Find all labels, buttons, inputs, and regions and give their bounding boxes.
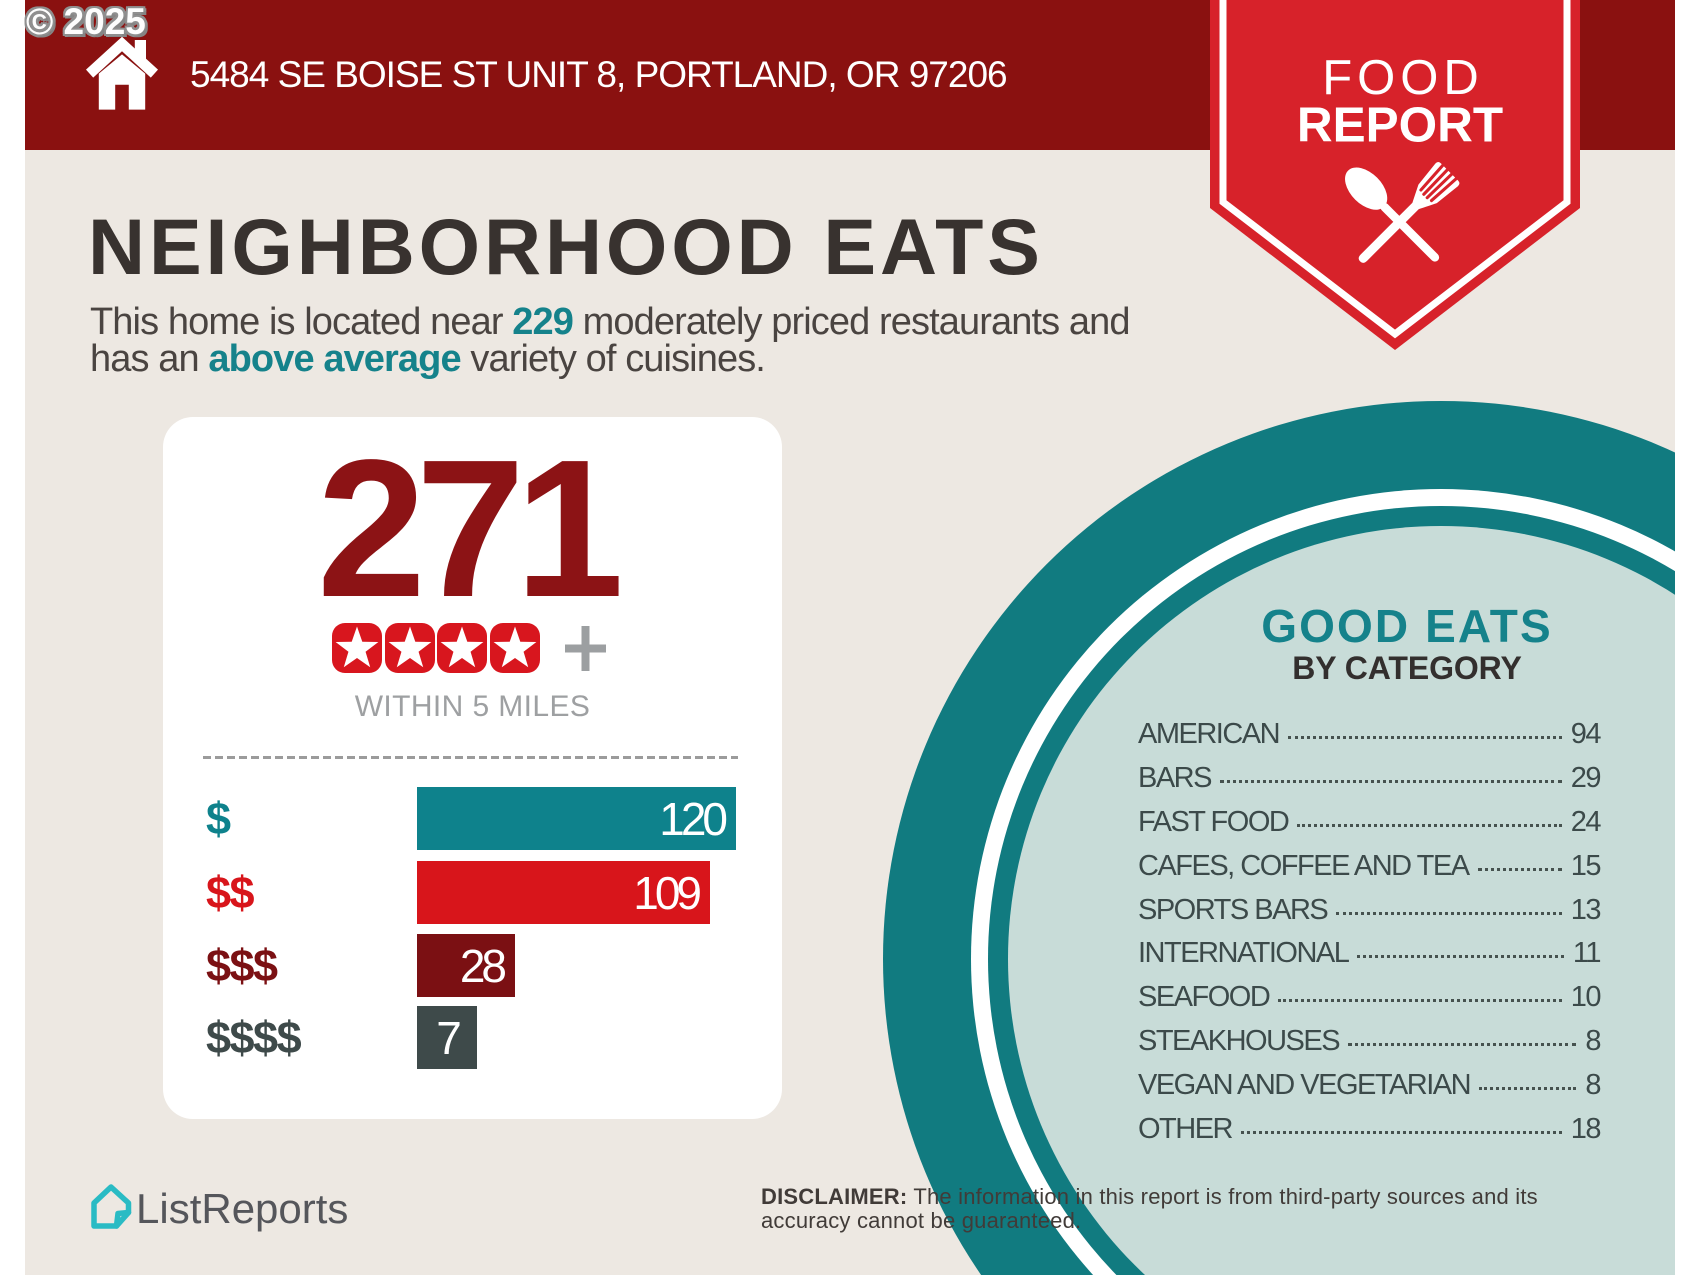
svg-text:REPORT: REPORT <box>1297 98 1503 153</box>
svg-text:FOOD: FOOD <box>1322 51 1484 105</box>
